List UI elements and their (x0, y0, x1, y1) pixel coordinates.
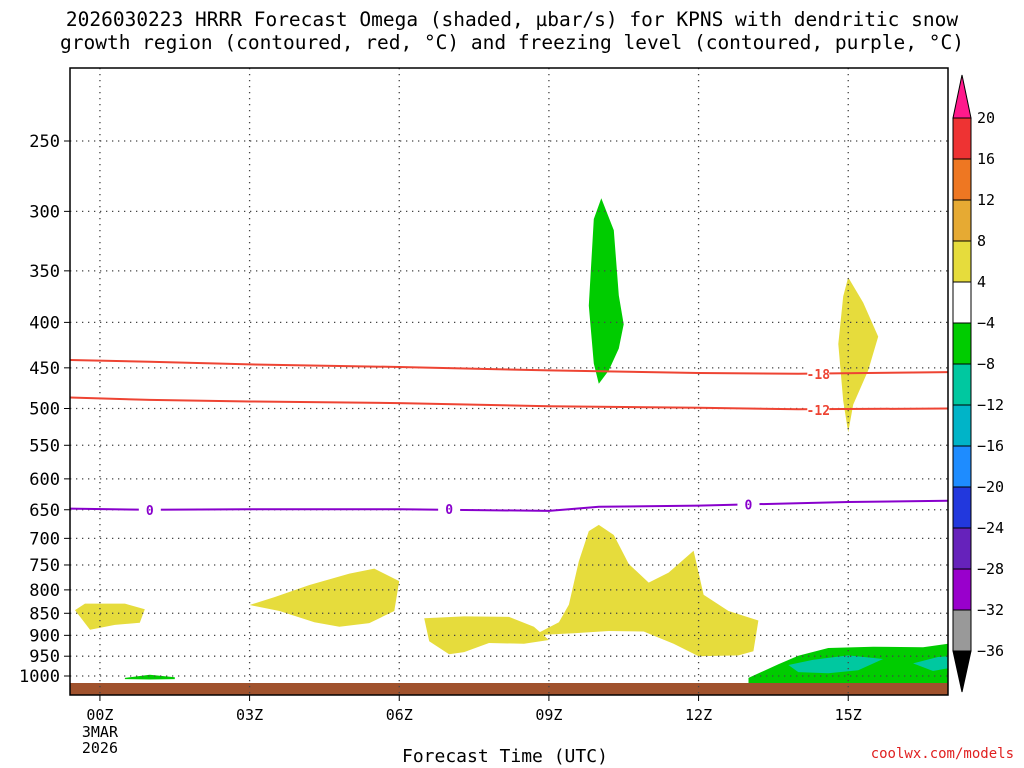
colorbar-label-6: −8 (977, 355, 995, 373)
omega-region-1 (838, 277, 879, 433)
colorbar-label-0: 20 (977, 109, 995, 127)
colorbar-cell-9 (952, 445, 972, 488)
x-tick-label-2: 06Z (386, 706, 413, 724)
y-tick-label-850: 850 (29, 604, 60, 624)
colorbar-cell-12 (952, 568, 972, 611)
contour--18 (69, 359, 949, 375)
colorbar-cell-11 (952, 527, 972, 570)
y-tick-label-650: 650 (29, 501, 60, 521)
axes-layer: 2503003504004505005506006507007508008509… (19, 67, 949, 757)
colorbar-label-11: −28 (977, 560, 1004, 578)
colorbar-label-1: 16 (977, 150, 995, 168)
omega-region-2 (533, 524, 759, 657)
contour-0 (69, 499, 949, 512)
colorbar-cell-2 (952, 158, 972, 201)
contour-label-0-2: 0 (745, 498, 753, 513)
colorbar-cell-4 (952, 240, 972, 283)
contour-label-0-0: 0 (146, 504, 154, 519)
contour-label-bg-2-2 (737, 497, 760, 512)
chart-title: 2026030223 HRRR Forecast Omega (shaded, … (0, 8, 1024, 54)
y-tick-label-350: 350 (29, 262, 60, 282)
colorbar-top-arrow (952, 74, 972, 119)
y-tick-label-250: 250 (29, 132, 60, 152)
date-label-1: 2026 (82, 739, 118, 757)
chart-title-line-2: growth region (contoured, red, °C) and f… (60, 31, 964, 54)
y-tick-label-300: 300 (29, 202, 60, 222)
colorbar-label-5: −4 (977, 314, 995, 332)
ground-strip (70, 683, 948, 695)
omega-region-4 (424, 616, 549, 655)
x-tick-label-3: 09Z (535, 706, 562, 724)
omega-region-5 (75, 603, 145, 630)
colorbar-label-10: −24 (977, 519, 1004, 537)
colorbar-label-3: 8 (977, 232, 986, 250)
omega-region-3 (249, 568, 400, 627)
x-tick-label-4: 12Z (685, 706, 712, 724)
colorbar-label-2: 12 (977, 191, 995, 209)
y-tick-label-400: 400 (29, 313, 60, 333)
colorbar-cell-8 (952, 404, 972, 447)
y-tick-label-900: 900 (29, 626, 60, 646)
y-tick-label-600: 600 (29, 470, 60, 490)
x-tick-label-5: 15Z (835, 706, 862, 724)
colorbar-cell-1 (952, 117, 972, 160)
contour-label-bg-2-1 (438, 502, 461, 517)
plot-frame (69, 67, 949, 696)
contour-layer: -18 -12 0 0 0 (69, 359, 949, 519)
omega-region-0 (588, 198, 624, 384)
contour-label-bg-1-0 (807, 403, 830, 418)
colorbar-bottom-arrow (952, 650, 972, 693)
contour-label-bg-0-0 (807, 366, 830, 381)
x-tick-label-0: 00Z (86, 706, 113, 724)
chart-title-line-1: 2026030223 HRRR Forecast Omega (shaded, … (65, 8, 959, 31)
date-label-0: 3MAR (82, 723, 119, 741)
omega-shading-layer (70, 198, 948, 695)
omega-region-8 (788, 655, 884, 674)
colorbar-cell-6 (952, 322, 972, 365)
contour-label--12-0: -12 (807, 404, 830, 419)
colorbar-label-4: 4 (977, 273, 986, 291)
colorbar-cell-13 (952, 609, 972, 652)
contour-label-0-1: 0 (445, 503, 453, 518)
omega-region-6 (124, 674, 175, 680)
omega-region-9 (913, 656, 948, 671)
colorbar-label-13: −36 (977, 642, 1004, 660)
colorbar: 20 16 12 8 4 −4 −8 −12 −16 −20 −24 −28 −32 −36 (952, 74, 1004, 693)
y-tick-label-1000: 1000 (19, 667, 60, 687)
contour-label-bg-2-0 (138, 502, 161, 517)
x-axis-label: Forecast Time (UTC) (402, 746, 608, 767)
contour--12 (69, 396, 949, 411)
colorbar-label-8: −16 (977, 437, 1004, 455)
x-tick-label-1: 03Z (236, 706, 263, 724)
colorbar-cell-10 (952, 486, 972, 529)
y-tick-label-500: 500 (29, 400, 60, 420)
y-tick-label-950: 950 (29, 647, 60, 667)
contour-label--18-0: -18 (807, 368, 831, 383)
y-tick-label-800: 800 (29, 581, 60, 601)
site-credit: coolwx.com/models (870, 746, 1014, 762)
colorbar-label-12: −32 (977, 601, 1004, 619)
y-tick-label-550: 550 (29, 436, 60, 456)
colorbar-label-7: −12 (977, 396, 1004, 414)
colorbar-cell-3 (952, 199, 972, 242)
y-tick-label-750: 750 (29, 556, 60, 576)
y-tick-label-450: 450 (29, 359, 60, 379)
colorbar-cell-7 (952, 363, 972, 406)
colorbar-label-9: −20 (977, 478, 1004, 496)
y-tick-label-700: 700 (29, 529, 60, 549)
colorbar-cell-5 (952, 281, 972, 324)
